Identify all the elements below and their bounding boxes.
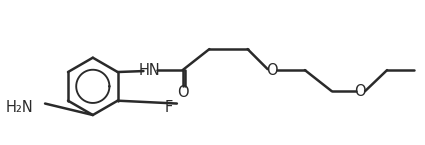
Text: O: O bbox=[354, 84, 366, 99]
Text: O: O bbox=[266, 63, 278, 78]
Text: HN: HN bbox=[138, 63, 160, 78]
Text: H₂N: H₂N bbox=[6, 100, 34, 115]
Text: O: O bbox=[177, 85, 188, 100]
Text: F: F bbox=[165, 100, 173, 115]
